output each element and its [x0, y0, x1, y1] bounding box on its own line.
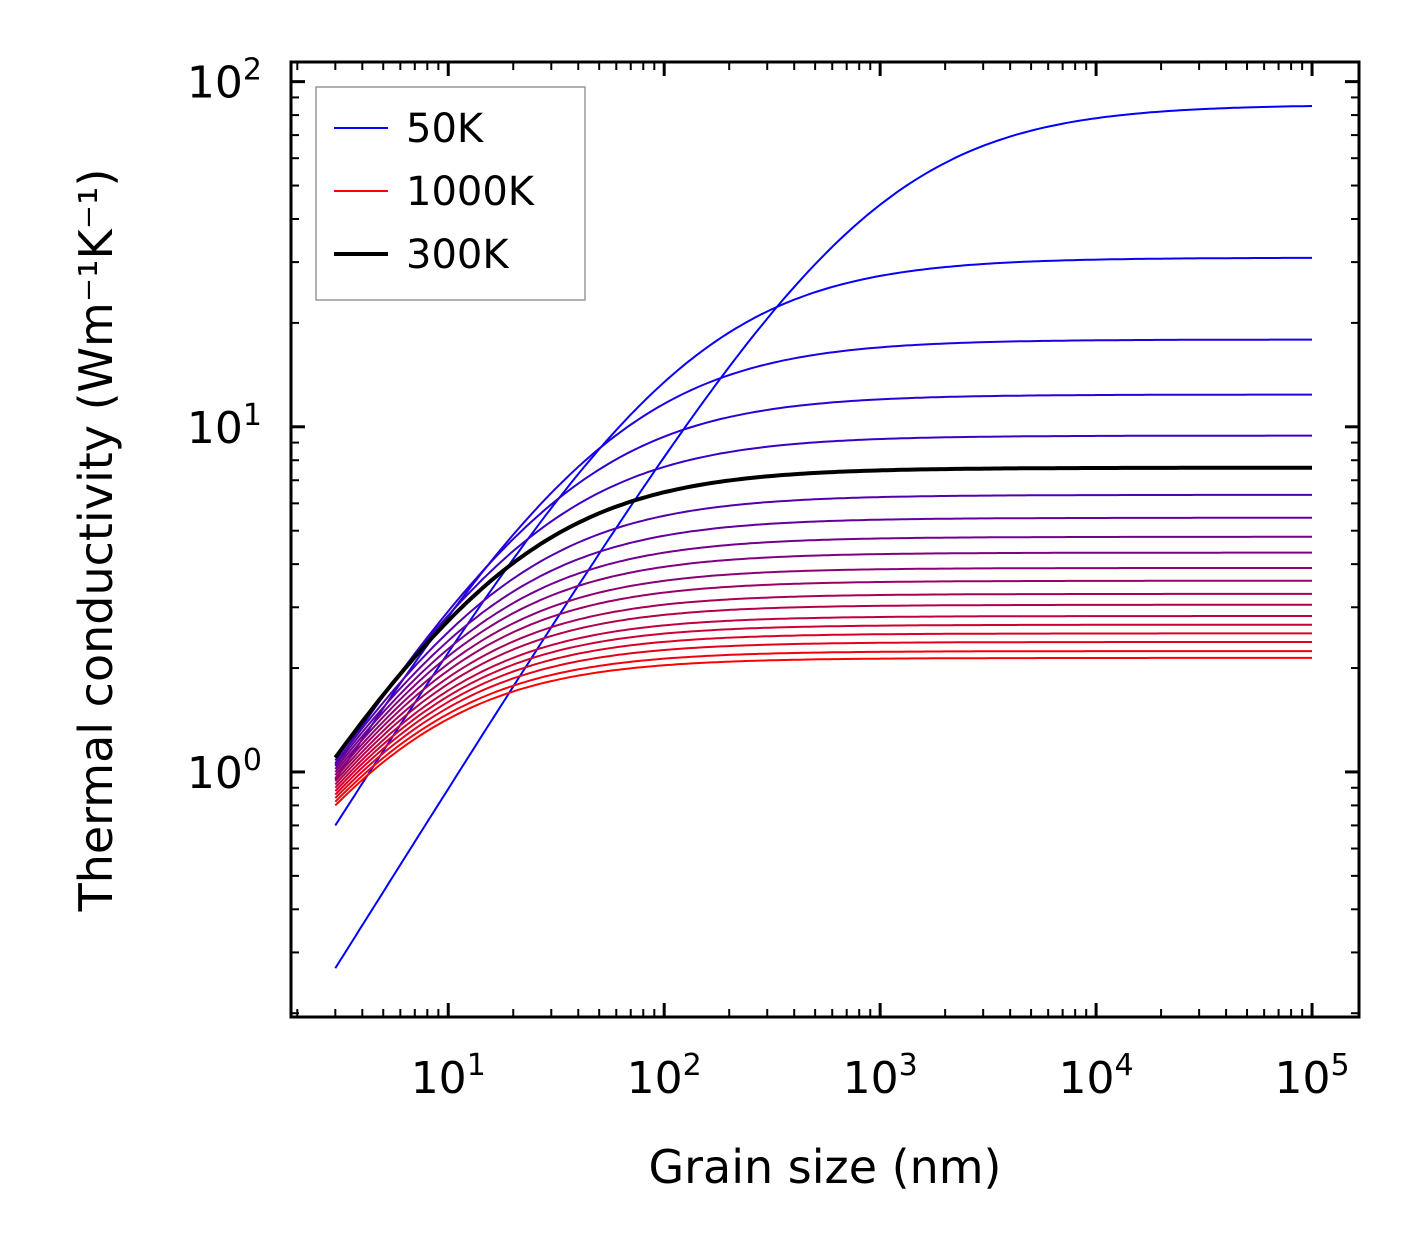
series-line-t7	[334, 493, 1312, 764]
x-axis-label: Grain size (nm)	[649, 1140, 1002, 1194]
y-tick-label: 100	[187, 743, 262, 799]
series-line-t15	[334, 615, 1312, 789]
series-line-t17	[334, 632, 1312, 796]
y-tick-label: 102	[187, 53, 262, 109]
legend-label: 1000K	[406, 169, 536, 215]
y-tick-label: 101	[187, 398, 262, 454]
series-line-300k	[333, 465, 1312, 759]
series-line-t13	[334, 592, 1312, 782]
series-line-t18	[334, 641, 1312, 799]
x-tick-label: 101	[411, 1048, 486, 1104]
series-line-t8	[334, 516, 1312, 767]
series-line-t16	[334, 623, 1312, 792]
x-tick-labels: 101 102 103 104 105	[411, 1048, 1350, 1104]
legend-label: 300K	[406, 232, 510, 278]
series-line-t4	[334, 393, 1312, 766]
legend-label: 50K	[406, 106, 485, 152]
series-line-t2	[334, 256, 1312, 826]
plot-frame	[289, 60, 1361, 1019]
series-line-t3	[334, 338, 1312, 781]
x-tick-label: 104	[1059, 1048, 1134, 1104]
series-line-1000k	[334, 656, 1312, 807]
series-line-t12	[334, 579, 1312, 779]
series-line-t5	[334, 434, 1312, 761]
legend-box	[315, 86, 586, 301]
series-line-t19	[334, 650, 1312, 803]
series-line-t11	[334, 567, 1312, 776]
series-line-t9	[334, 535, 1312, 770]
series-line-t10	[334, 551, 1312, 773]
x-tick-label: 102	[627, 1048, 702, 1104]
y-axis-label: Thermal conductivity (Wm⁻¹K⁻¹)	[69, 169, 123, 913]
series-line-t14	[334, 603, 1312, 786]
x-tick-label: 105	[1274, 1048, 1349, 1104]
curves	[333, 105, 1313, 969]
legend: 50K 1000K 300K	[315, 86, 586, 301]
series-line-50k	[334, 105, 1313, 969]
y-tick-labels: 100 101 102	[187, 53, 262, 799]
x-tick-label: 103	[843, 1048, 918, 1104]
